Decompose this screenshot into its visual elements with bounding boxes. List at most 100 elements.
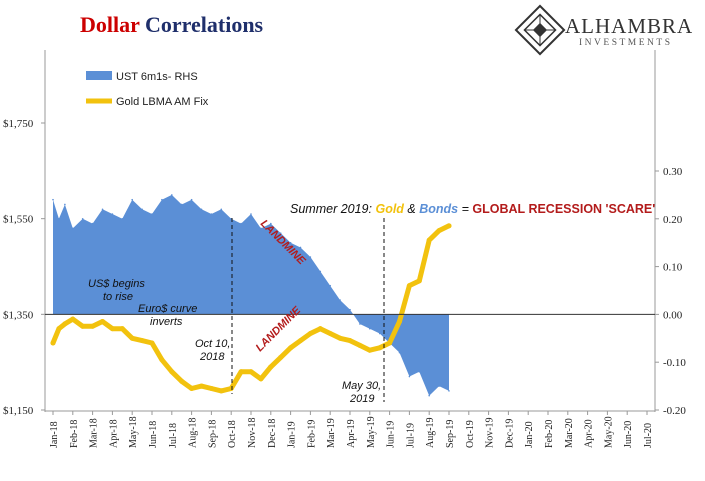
x-tick-label: Nov-19 [485, 417, 496, 448]
y-right-tick-label: 0.20 [663, 214, 683, 226]
ust-point [52, 198, 54, 201]
ust-point [279, 232, 282, 234]
ust-point [72, 227, 74, 230]
ust-point [190, 198, 193, 201]
gold-point [90, 323, 96, 329]
gold-point [139, 338, 145, 344]
x-tick-label: Jul-20 [643, 423, 654, 448]
gold-point [268, 364, 274, 370]
gold-point [446, 223, 452, 229]
brand-subtitle: INVESTMENTS [579, 38, 672, 48]
y-right-tick-label: -0.20 [663, 405, 686, 417]
ust-point [260, 227, 262, 230]
title-part-correlations: Correlations [145, 12, 264, 37]
ann-oct-10: Oct 10, [195, 338, 230, 350]
gold-point [100, 319, 105, 325]
x-tick-label: Aug-18 [188, 417, 199, 448]
gold-point [307, 330, 313, 336]
ust-point [319, 270, 322, 273]
x-tick-label: Dec-18 [267, 419, 278, 448]
gold-point [62, 321, 68, 327]
gold-point [436, 228, 442, 234]
gold-point [337, 335, 343, 341]
gold-point [248, 369, 254, 375]
series-layer [50, 194, 452, 397]
x-tick-label: Mar-18 [89, 418, 100, 448]
gold-point [208, 385, 214, 391]
headline-prefix: Summer 2019: [290, 202, 372, 216]
ust-point [220, 208, 223, 211]
y-right-tick-label: 0.10 [663, 262, 683, 274]
gold-point [288, 345, 294, 351]
x-tick-label: Aug-19 [425, 417, 436, 448]
x-tick-label: Jan-18 [49, 421, 60, 448]
gold-point [159, 357, 165, 363]
ust-point [398, 351, 401, 354]
ust-point [58, 218, 60, 220]
ust-point [200, 208, 203, 211]
ust-point [101, 208, 104, 211]
gold-point [119, 326, 125, 332]
ust-point [240, 222, 242, 225]
gold-point [109, 326, 115, 332]
gold-point [218, 388, 224, 394]
gold-point [189, 385, 195, 391]
ust-point [438, 385, 440, 387]
gold-point [169, 369, 175, 375]
diamond-logo-icon [514, 4, 566, 56]
ann-2019: 2019 [349, 393, 374, 405]
ust-point [151, 213, 153, 215]
ust-point [171, 194, 173, 196]
ust-point [180, 203, 183, 206]
legend-gold-label: Gold LBMA AM Fix [116, 96, 209, 108]
chart-title: Dollar Correlations [80, 12, 264, 37]
x-tick-label: Jul-18 [168, 423, 179, 448]
ust-point [121, 218, 124, 220]
gold-point [377, 345, 383, 351]
ust-point [408, 375, 411, 378]
ust-point [81, 218, 84, 220]
x-axis: Jan-18 Feb-18 Mar-18 Apr-18 May-18 Jun-18 Jul-… [49, 411, 654, 448]
ust-point [309, 256, 312, 258]
x-tick-label: Jan-20 [524, 421, 535, 448]
y-axis-left: $1,150 $1,350 $1,550 $1,750 [3, 118, 45, 417]
legend-ust-swatch [86, 71, 112, 80]
x-tick-label: Sep-18 [207, 420, 218, 448]
gold-point [406, 283, 412, 289]
gold-point [129, 335, 135, 341]
ust-point [64, 203, 66, 206]
gold-point [416, 278, 422, 284]
x-tick-label: Feb-18 [69, 420, 80, 448]
y-left-tick-label: $1,750 [3, 118, 34, 130]
gold-point [50, 340, 56, 346]
gold-point [426, 237, 432, 243]
headline-bonds: Bonds [419, 202, 458, 216]
gold-point [238, 369, 244, 375]
ust-point [378, 332, 381, 335]
x-tick-label: Jul-19 [405, 423, 416, 448]
gold-point [70, 316, 76, 322]
ann-2018: 2018 [199, 351, 225, 363]
x-tick-label: Mar-19 [326, 418, 337, 448]
ust-point [111, 213, 114, 215]
y-left-tick-label: $1,550 [3, 214, 34, 226]
headline-gold: Gold [375, 202, 404, 216]
ust-area-series [53, 194, 449, 396]
x-tick-label: Oct-18 [227, 420, 238, 448]
gold-point [258, 376, 264, 382]
legend: UST 6m1s- RHS Gold LBMA AM Fix [86, 71, 209, 108]
gold-point [179, 378, 185, 384]
gold-point [56, 326, 62, 332]
legend-ust-label: UST 6m1s- RHS [116, 71, 198, 83]
ann-to-rise: to rise [103, 291, 133, 303]
gold-point [317, 326, 323, 332]
ust-point [91, 222, 94, 225]
ann-euro-curve: Euro$ curve [138, 303, 197, 315]
x-tick-label: Dec-19 [504, 419, 515, 448]
x-tick-label: Jun-19 [386, 421, 397, 448]
ust-point [339, 299, 341, 301]
x-tick-label: Jun-20 [623, 421, 634, 448]
ust-point [250, 213, 252, 215]
ust-point [418, 370, 421, 373]
gold-point [278, 354, 284, 360]
